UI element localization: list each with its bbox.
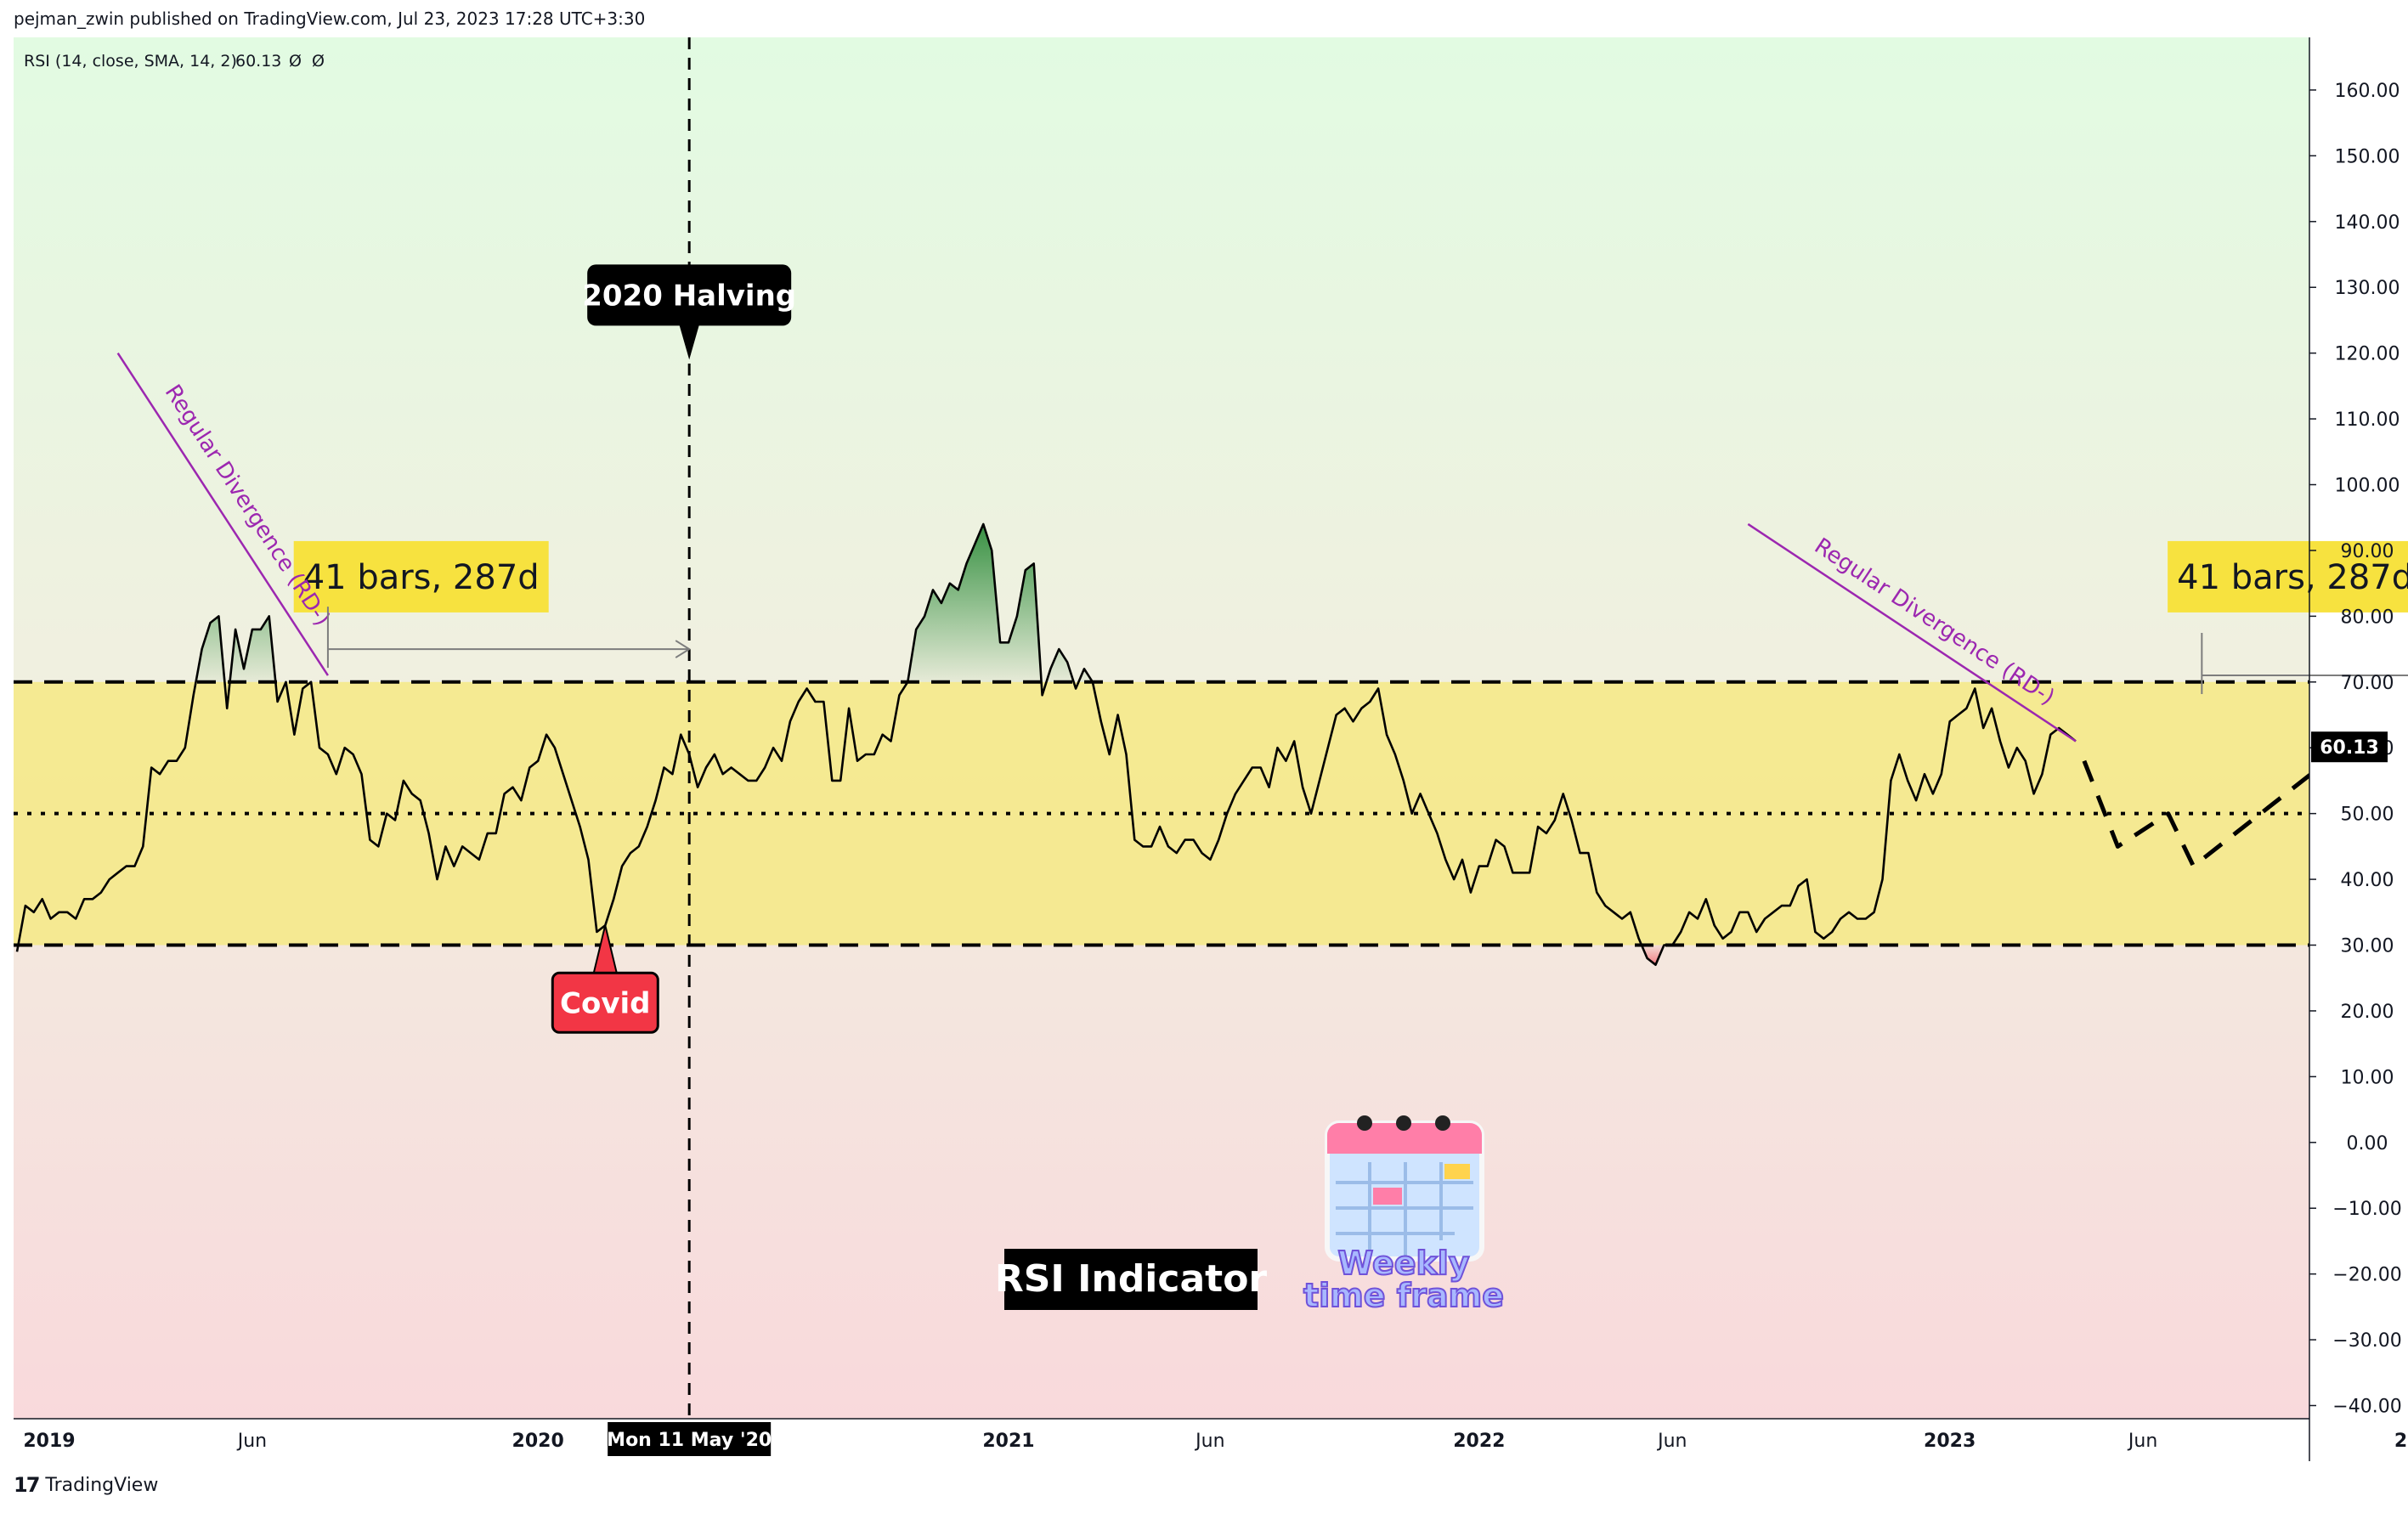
title-label[interactable]: RSI Indicator [995, 1249, 1268, 1310]
callout-2020-halving[interactable]: 2020 Halving [582, 264, 796, 360]
current-value-text: 60.13 [2320, 737, 2379, 759]
chart-title: RSI Indicator [995, 1257, 1268, 1301]
covid-box [551, 971, 659, 1034]
y-tick-label: 10.00 [2341, 1067, 2394, 1088]
range-arrow-head [675, 640, 692, 658]
bars-duration-label-3[interactable]: 41 bars, 287d [293, 540, 549, 613]
x-tick-label: 2022 [1453, 1431, 1505, 1452]
title-label-box [1004, 1249, 1258, 1310]
y-tick-label: 110.00 [2335, 409, 2400, 431]
y-tick-label: 160.00 [2335, 81, 2400, 102]
x-highlight-badge [608, 1422, 772, 1456]
y-tick-label: 50.00 [2341, 804, 2394, 826]
y-tick-label: −20.00 [2332, 1265, 2401, 1286]
y-tick-label: 120.00 [2335, 344, 2400, 365]
duration-label-text: 41 bars, 287d [303, 558, 540, 597]
y-tick-label: 90.00 [2341, 541, 2394, 562]
bars-range-arrow-7 [326, 607, 692, 669]
y-tick-label: 0.00 [2347, 1133, 2388, 1155]
calendar-sticker: Weekly time frame [1303, 1115, 1505, 1315]
duration-label-box [293, 540, 549, 613]
bars-duration-label-4[interactable]: 41 bars, 287d [2168, 540, 2408, 613]
halving-callout-pointer [679, 324, 700, 360]
y-tick-label: −30.00 [2332, 1330, 2401, 1352]
y-tick-label: 70.00 [2341, 673, 2394, 694]
y-tick-label: 150.00 [2335, 146, 2400, 167]
price-scale[interactable]: 160.00 150.00 140.00 130.00 120.00 110.00 100.… [2309, 81, 2402, 1418]
x-tick-label: 2023 [1924, 1431, 1976, 1452]
halving-callout-box [587, 264, 792, 326]
callout-covid[interactable]: Covid [551, 925, 659, 1034]
bars-range-arrow-8 [2201, 633, 2408, 695]
indicator-legend[interactable]: RSI (14, close, SMA, 14, 2) 60.13 Ø Ø [24, 52, 325, 71]
time-scale[interactable]: 2019 Jun 2020 2021 Jun 2022 Jun 2023 Jun 2024 Mon … [23, 1422, 2408, 1456]
halving-callout-text: 2020 Halving [582, 279, 796, 313]
x-tick-label: 2021 [982, 1431, 1034, 1452]
timeframe-line2: time frame [1303, 1277, 1504, 1314]
x-tick-label: Jun [236, 1431, 267, 1452]
covid-text: Covid [560, 986, 650, 1020]
y-tick-label: 100.00 [2335, 476, 2400, 497]
duration-label-text: 41 bars, 287d [2177, 558, 2408, 597]
y-tick-label: −10.00 [2332, 1199, 2401, 1220]
y-tick-label: 20.00 [2341, 1002, 2394, 1023]
tradingview-logo[interactable]: 17 TradingView [14, 1473, 158, 1497]
overbought-fill [195, 523, 1093, 682]
divergence-line [116, 352, 329, 676]
publisher-header: pejman_zwin published on TradingView.com… [14, 8, 646, 29]
y-tick-label: −40.00 [2332, 1397, 2401, 1418]
timeframe-line1: Weekly [1337, 1245, 1469, 1282]
x-tick-label: 2024 [2394, 1431, 2408, 1452]
x-tick-label: 2019 [23, 1431, 75, 1452]
y-tick-label: 80.00 [2341, 607, 2394, 628]
y-tick-label: 130.00 [2335, 278, 2400, 299]
x-tick-label: Jun [2127, 1431, 2157, 1452]
x-tick-label: Jun [1194, 1431, 1224, 1452]
x-tick-label: Jun [1656, 1431, 1687, 1452]
y-tick-label: 140.00 [2335, 212, 2400, 234]
projection-line[interactable] [2082, 728, 2378, 869]
divergence-line [1747, 522, 2077, 742]
y-tick-label: 30.00 [2341, 936, 2394, 957]
indicator-legend-value: 60.13 [235, 52, 281, 71]
y-tick-label: 40.00 [2341, 870, 2394, 891]
x-tick-label: 2020 [512, 1431, 564, 1452]
current-value-badge [2311, 731, 2388, 763]
indicator-legend-title: RSI (14, close, SMA, 14, 2) [24, 52, 237, 71]
tradingview-brand: TradingView [45, 1474, 159, 1496]
rsi-band [14, 681, 2309, 946]
x-highlight-label: Mon 11 May '20 [607, 1430, 772, 1451]
duration-label-box [2168, 540, 2408, 613]
tradingview-logo-icon: 17 [14, 1473, 40, 1497]
indicator-legend-flags: Ø Ø [289, 52, 325, 71]
rsi-line[interactable] [15, 522, 2077, 966]
